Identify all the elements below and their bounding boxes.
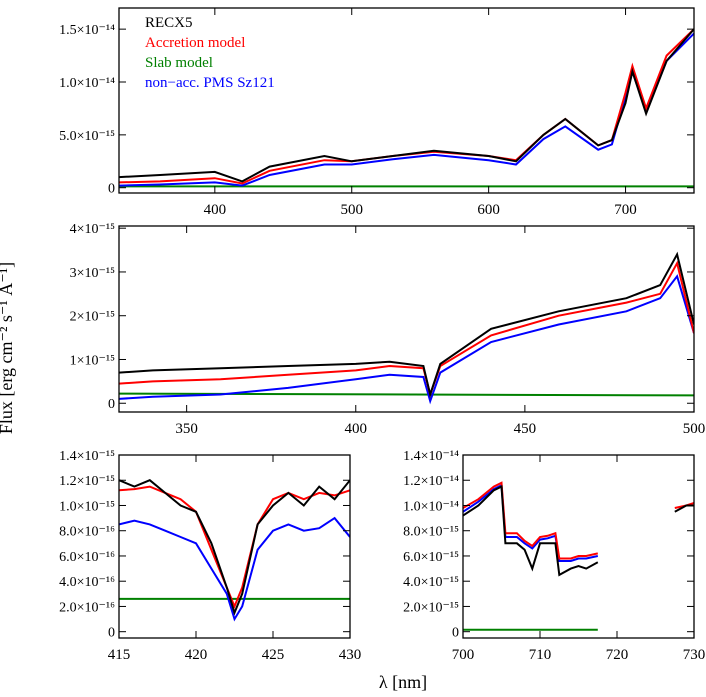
y-tick-label: 4.0×10⁻¹⁶: [59, 575, 115, 590]
y-tick-label: 0: [452, 626, 459, 641]
figure-xlabel: λ [nm]: [379, 672, 427, 692]
series-line-1: [119, 260, 694, 398]
x-tick-label: 730: [683, 647, 706, 663]
series-line-1: [119, 28, 694, 185]
series-line-0: [463, 485, 599, 577]
x-tick-label: 700: [452, 647, 475, 663]
y-tick-label: 1.2×10⁻¹⁵: [59, 474, 115, 489]
y-tick-label: 1.0×10⁻¹⁵: [59, 499, 115, 514]
panel-frame: [462, 454, 695, 639]
x-tick-label: 720: [606, 647, 629, 663]
y-tick-label: 1.4×10⁻¹⁵: [59, 449, 115, 464]
x-tick-label: 500: [683, 421, 706, 437]
panel-frame: [118, 454, 351, 639]
series-group: [119, 28, 694, 188]
y-tick-label: 6.0×10⁻¹⁵: [403, 550, 459, 565]
panel-top: 400 500 600 700 0 5.0×10⁻¹⁵ 1.0×10⁻¹⁴ 1.5×10⁻¹⁴…: [59, 7, 695, 218]
y-tick-label: 8.0×10⁻¹⁶: [59, 525, 115, 540]
x-tick-label: 425: [262, 647, 285, 663]
x-tick-label: 500: [340, 202, 363, 218]
panel-bottom-left: 415 420 425 430 0 2.0×10⁻¹⁶ 4.0×10⁻¹⁶ 6.0×10⁻¹⁶…: [59, 449, 361, 663]
y-tick-label: 1×10⁻¹⁵: [70, 353, 115, 368]
legend-entry: Slab model: [145, 55, 213, 71]
panel-frame: [118, 7, 695, 194]
figure-ylabel: Flux [erg cm⁻² s⁻¹ Å⁻¹]: [0, 262, 16, 434]
series-line-3: [119, 274, 694, 405]
x-tick-label: 600: [477, 202, 500, 218]
y-tick-label: 3×10⁻¹⁵: [70, 266, 115, 281]
x-tick-label: 430: [339, 647, 362, 663]
y-tick-label: 4.0×10⁻¹⁵: [403, 575, 459, 590]
y-tick-label: 2×10⁻¹⁵: [70, 310, 115, 325]
x-tick-label: 420: [185, 647, 208, 663]
y-tick-label: 1.2×10⁻¹⁴: [403, 474, 459, 489]
series-line-0: [119, 28, 694, 183]
x-tick-label: 700: [614, 202, 637, 218]
legend: RECX5 Accretion model Slab model non−acc. P…: [145, 15, 275, 91]
legend-entry: non−acc. PMS Sz121: [145, 75, 275, 91]
panel-middle: 350 400 450 500 0 1×10⁻¹⁵ 2×10⁻¹⁵ 3×10⁻¹⁵ 4×10⁻¹…: [70, 222, 706, 437]
x-tick-label: 710: [529, 647, 552, 663]
y-tick-label: 0: [108, 182, 115, 197]
series-group: [119, 479, 350, 622]
series-line-0: [119, 251, 694, 399]
y-tick-label: 0: [108, 626, 115, 641]
y-tick-label: 1.5×10⁻¹⁴: [59, 23, 115, 38]
x-tick-label: 450: [514, 421, 537, 437]
series-line-1: [119, 485, 350, 610]
panel-frame: [118, 225, 695, 413]
series-line-3: [119, 516, 350, 622]
y-tick-label: 2.0×10⁻¹⁶: [59, 600, 115, 615]
legend-entry: Accretion model: [145, 35, 245, 51]
panel-bottom-right: 700 710 720 730 0 2.0×10⁻¹⁵ 4.0×10⁻¹⁵ 6.0×10⁻¹⁵…: [403, 449, 705, 663]
y-tick-label: 8.0×10⁻¹⁵: [403, 525, 459, 540]
series-group: [463, 481, 694, 631]
y-tick-label: 4×10⁻¹⁵: [70, 222, 115, 237]
y-tick-label: 1.0×10⁻¹⁴: [403, 499, 459, 514]
y-tick-label: 6.0×10⁻¹⁶: [59, 550, 115, 565]
series-line-3: [463, 483, 599, 562]
y-tick-label: 0: [108, 397, 115, 412]
x-tick-label: 400: [204, 202, 227, 218]
x-tick-label: 350: [175, 421, 198, 437]
y-tick-label: 2.0×10⁻¹⁵: [403, 600, 459, 615]
y-tick-label: 1.4×10⁻¹⁴: [403, 449, 459, 464]
y-tick-label: 5.0×10⁻¹⁵: [59, 129, 115, 144]
series-line-0: [119, 479, 350, 616]
series-line-1: [463, 481, 599, 560]
series-group: [119, 251, 694, 405]
x-tick-label: 415: [108, 647, 131, 663]
legend-entry: RECX5: [145, 15, 193, 31]
y-tick-label: 1.0×10⁻¹⁴: [59, 76, 115, 91]
x-tick-label: 400: [345, 421, 368, 437]
